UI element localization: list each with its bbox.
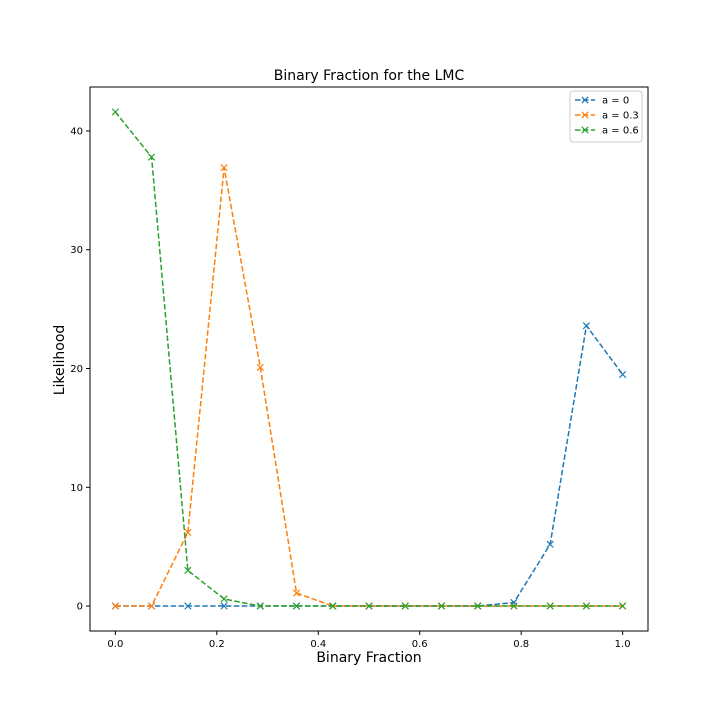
data-point-stroke bbox=[510, 602, 518, 610]
data-point bbox=[546, 540, 554, 548]
data-point-stroke bbox=[401, 602, 409, 610]
data-point bbox=[437, 602, 446, 610]
data-point-stroke bbox=[220, 164, 228, 172]
legend-label: a = 0 bbox=[602, 96, 629, 107]
data-point bbox=[256, 602, 264, 610]
data-point-stroke bbox=[474, 602, 482, 610]
legend-entry: a = 0.6 bbox=[575, 126, 639, 137]
chart-title: Binary Fraction for the LMC bbox=[274, 68, 465, 84]
axes: 0.0 0.2 0.4 0.6 0.8 1.0 0 10 20 30 40 bbox=[70, 86, 649, 650]
plot-frame bbox=[89, 86, 649, 632]
data-point bbox=[111, 602, 119, 610]
data-point bbox=[111, 108, 119, 116]
data-point-stroke bbox=[111, 602, 119, 610]
x-tick-label: 0.2 bbox=[209, 639, 225, 650]
data-point bbox=[582, 322, 591, 330]
data-point-stroke bbox=[437, 602, 446, 610]
data-point-stroke bbox=[619, 370, 627, 379]
x-tick-label: 0.6 bbox=[412, 639, 428, 650]
data-point bbox=[401, 602, 409, 610]
y-tick-label: 20 bbox=[70, 364, 83, 375]
y-tick-label: 10 bbox=[70, 483, 83, 494]
data-point-stroke bbox=[220, 602, 228, 610]
x-tick-label: 0.0 bbox=[107, 639, 123, 650]
data-point-stroke bbox=[582, 602, 591, 610]
series-line-1 bbox=[115, 167, 623, 607]
legend-entry: a = 0 bbox=[575, 96, 629, 107]
plot-area bbox=[111, 108, 627, 610]
data-point bbox=[619, 370, 627, 379]
x-tick-label: 0.4 bbox=[310, 639, 326, 650]
data-point-stroke bbox=[256, 602, 264, 610]
legend-marker bbox=[581, 96, 589, 104]
y-tick-label: 30 bbox=[70, 245, 83, 256]
legend-marker bbox=[581, 126, 589, 134]
data-point bbox=[582, 602, 591, 610]
x-tick-label: 1.0 bbox=[615, 639, 631, 650]
legend-entry: a = 0.3 bbox=[575, 111, 639, 122]
legend-marker bbox=[581, 111, 589, 119]
data-point-stroke bbox=[292, 589, 301, 597]
data-point-stroke bbox=[546, 602, 554, 610]
legend-label: a = 0.3 bbox=[602, 111, 639, 122]
data-point-stroke bbox=[184, 602, 192, 610]
data-point-stroke bbox=[582, 322, 591, 330]
data-point bbox=[365, 602, 373, 610]
data-point bbox=[256, 363, 264, 371]
data-point bbox=[619, 602, 627, 610]
data-point-stroke bbox=[256, 363, 264, 371]
data-point bbox=[184, 566, 192, 575]
data-point bbox=[147, 602, 156, 610]
data-point-stroke bbox=[184, 566, 192, 575]
data-point bbox=[220, 595, 228, 603]
data-point bbox=[546, 602, 554, 610]
data-point-stroke bbox=[546, 540, 554, 548]
y-tick-label: 40 bbox=[70, 126, 83, 137]
data-point-stroke bbox=[147, 153, 156, 161]
data-point bbox=[474, 602, 482, 610]
legend-label: a = 0.6 bbox=[602, 126, 639, 137]
data-point bbox=[147, 153, 156, 161]
legend: a = 0 a = 0.3 a = 0.6 bbox=[569, 90, 643, 143]
data-point bbox=[220, 164, 228, 172]
series-line-0 bbox=[115, 323, 624, 607]
data-point bbox=[184, 602, 192, 610]
data-point-stroke bbox=[292, 602, 301, 610]
data-point-stroke bbox=[220, 595, 228, 603]
data-point-stroke bbox=[365, 602, 373, 610]
data-point bbox=[510, 602, 518, 610]
data-point bbox=[220, 602, 228, 610]
data-point bbox=[184, 528, 192, 537]
y-axis-label: Likelihood bbox=[52, 325, 68, 396]
x-tick-label: 0.8 bbox=[513, 639, 529, 650]
data-point bbox=[329, 602, 337, 610]
data-point-stroke bbox=[111, 108, 119, 116]
data-point-stroke bbox=[329, 602, 337, 610]
y-tick-label: 0 bbox=[77, 602, 83, 613]
data-point-stroke bbox=[619, 602, 627, 610]
x-axis-label: Binary Fraction bbox=[316, 650, 421, 666]
data-point bbox=[292, 602, 301, 610]
data-point-stroke bbox=[184, 528, 192, 537]
series-line-2 bbox=[114, 111, 623, 607]
data-point-stroke bbox=[147, 602, 156, 610]
data-point bbox=[292, 589, 301, 597]
